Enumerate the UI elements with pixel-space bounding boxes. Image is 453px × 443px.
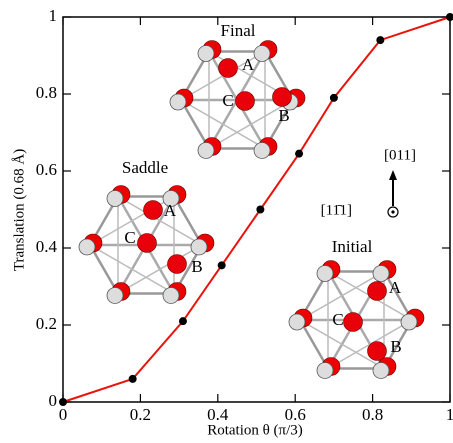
data-point (376, 36, 384, 44)
atom (236, 92, 255, 111)
y-tick-label: 0.2 (36, 314, 57, 333)
y-tick-label: 0.4 (36, 237, 58, 256)
inset (79, 186, 214, 304)
data-point (295, 150, 303, 158)
direction-label: [11̄1] (321, 202, 352, 218)
inset-title: Initial (332, 237, 373, 256)
x-axis-label: Rotation θ (π/3) (207, 422, 303, 438)
arrow-head (389, 170, 397, 180)
atom (79, 239, 95, 255)
atom (191, 239, 207, 255)
inset-title: Saddle (122, 158, 168, 177)
atom (317, 362, 333, 378)
atom (168, 255, 187, 274)
y-tick-label: 1 (49, 6, 58, 25)
atom (219, 59, 238, 78)
atom (317, 266, 333, 282)
atom (373, 266, 389, 282)
chart: Rotation θ (π/3) Translation (0.68 Å) Fi… (0, 0, 453, 443)
atom (107, 287, 123, 303)
x-tick-label: 0.8 (362, 405, 383, 424)
data-point (59, 398, 67, 406)
data-point (256, 206, 264, 214)
atom (163, 287, 179, 303)
atom (401, 314, 417, 330)
atom (373, 362, 389, 378)
y-tick-label: 0.6 (36, 160, 57, 179)
atom (144, 201, 163, 220)
atom (368, 282, 387, 301)
y-tick-label: 0 (49, 391, 58, 410)
atom-label: B (278, 106, 289, 125)
direction-symbol (391, 210, 394, 213)
atom-label: C (124, 228, 135, 247)
direction-label: [011] (384, 147, 416, 163)
data-point (446, 13, 453, 21)
atom (198, 142, 214, 158)
x-tick-label: 0 (59, 405, 68, 424)
data-point (129, 375, 137, 383)
data-point (179, 317, 187, 325)
atom-label: A (242, 55, 255, 74)
x-tick-label: 0.2 (130, 405, 151, 424)
x-tick-label: 0.6 (285, 405, 306, 424)
x-tick-label: 0.4 (207, 405, 229, 424)
data-point (330, 94, 338, 102)
inset (170, 41, 305, 159)
y-axis-label: Translation (0.68 Å) (11, 149, 27, 271)
atom (198, 46, 214, 62)
atom-label: B (390, 337, 401, 356)
inset (289, 261, 424, 379)
x-tick-label: 1 (446, 405, 453, 424)
atom-label: B (191, 257, 202, 276)
atom (254, 46, 270, 62)
atom-label: A (164, 201, 177, 220)
atom-label: C (332, 310, 343, 329)
atom-label: A (389, 278, 402, 297)
atom-label: C (222, 91, 233, 110)
atom (254, 142, 270, 158)
atom (170, 94, 186, 110)
atom (344, 313, 363, 332)
atom (107, 191, 123, 207)
atom (289, 314, 305, 330)
atom (138, 234, 157, 253)
atom (368, 342, 387, 361)
atom (273, 88, 292, 107)
y-tick-label: 0.8 (36, 83, 57, 102)
inset-title: Final (221, 21, 256, 40)
data-point (218, 261, 226, 269)
